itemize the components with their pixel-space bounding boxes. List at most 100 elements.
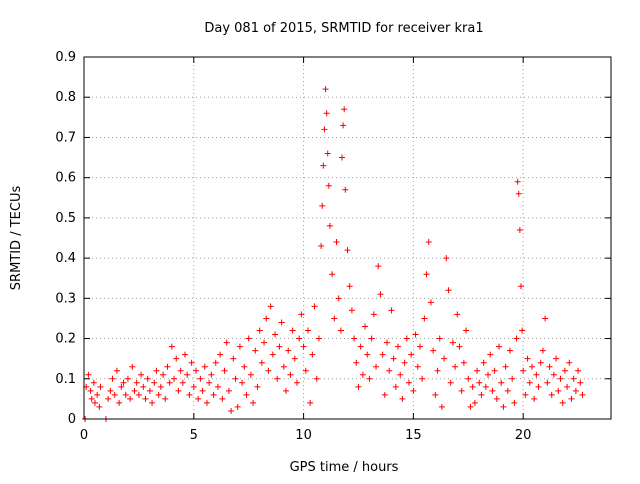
data-point xyxy=(96,403,103,410)
data-point xyxy=(436,335,443,342)
data-point xyxy=(214,383,221,390)
data-point xyxy=(144,375,151,382)
data-point xyxy=(234,403,241,410)
data-point xyxy=(493,395,500,402)
data-point xyxy=(485,371,492,378)
data-point xyxy=(321,126,328,133)
data-point xyxy=(85,371,92,378)
data-point xyxy=(405,379,412,386)
data-point xyxy=(289,327,296,334)
data-point xyxy=(572,387,579,394)
data-point xyxy=(276,343,283,350)
data-point xyxy=(550,371,557,378)
data-point xyxy=(478,391,485,398)
data-point xyxy=(480,359,487,366)
data-point xyxy=(421,315,428,322)
data-point xyxy=(331,315,338,322)
data-point xyxy=(445,287,452,294)
data-point xyxy=(283,387,290,394)
data-point xyxy=(463,327,470,334)
data-point xyxy=(177,367,184,374)
data-point xyxy=(557,375,564,382)
data-point xyxy=(157,383,164,390)
data-point xyxy=(199,387,206,394)
data-point xyxy=(258,359,265,366)
data-point xyxy=(414,363,421,370)
data-point xyxy=(245,335,252,342)
data-point xyxy=(513,335,520,342)
data-point xyxy=(561,367,568,374)
data-point xyxy=(120,379,127,386)
data-point xyxy=(533,371,540,378)
data-point xyxy=(522,391,529,398)
data-point xyxy=(280,363,287,370)
data-point xyxy=(88,395,95,402)
data-point xyxy=(236,343,243,350)
data-point xyxy=(300,343,307,350)
data-point xyxy=(570,375,577,382)
data-point xyxy=(559,399,566,406)
data-point xyxy=(362,323,369,330)
data-point xyxy=(113,367,120,374)
data-point xyxy=(309,351,316,358)
data-point xyxy=(320,162,327,169)
data-point xyxy=(432,391,439,398)
data-point xyxy=(341,106,348,113)
data-point xyxy=(509,375,516,382)
data-point xyxy=(97,383,104,390)
data-point xyxy=(116,399,123,406)
data-point xyxy=(379,351,386,358)
x-tick-label: 5 xyxy=(190,428,198,443)
data-point xyxy=(353,359,360,366)
data-point xyxy=(357,343,364,350)
data-point xyxy=(175,387,182,394)
data-point xyxy=(168,343,175,350)
data-point xyxy=(192,367,199,374)
data-point xyxy=(458,387,465,394)
data-point xyxy=(515,190,522,197)
data-point xyxy=(230,355,237,362)
data-point xyxy=(197,375,204,382)
data-point xyxy=(348,307,355,314)
data-point xyxy=(278,319,285,326)
data-point xyxy=(186,391,193,398)
y-tick-label: 0.4 xyxy=(55,251,76,266)
data-point xyxy=(274,375,281,382)
data-point xyxy=(208,371,215,378)
data-point xyxy=(482,383,489,390)
x-tick-label: 15 xyxy=(405,428,422,443)
data-point xyxy=(373,363,380,370)
data-point xyxy=(441,355,448,362)
data-point xyxy=(370,311,377,318)
data-point xyxy=(403,335,410,342)
data-point xyxy=(474,367,481,374)
plot-frame xyxy=(83,56,612,420)
data-point xyxy=(427,299,434,306)
data-point xyxy=(502,363,509,370)
data-point xyxy=(449,339,456,346)
data-point xyxy=(206,379,213,386)
data-point xyxy=(302,367,309,374)
data-point xyxy=(430,347,437,354)
data-point xyxy=(412,331,419,338)
data-point xyxy=(531,395,538,402)
data-point xyxy=(368,335,375,342)
data-point xyxy=(324,150,331,157)
data-point xyxy=(285,347,292,354)
data-point xyxy=(263,315,270,322)
data-point xyxy=(375,263,382,270)
data-point xyxy=(217,351,224,358)
data-point xyxy=(555,387,562,394)
data-point xyxy=(247,371,254,378)
data-point xyxy=(201,363,208,370)
data-point xyxy=(91,399,98,406)
y-tick-label: 0.6 xyxy=(55,171,76,186)
data-point xyxy=(342,186,349,193)
data-point xyxy=(535,383,542,390)
data-point xyxy=(526,379,533,386)
data-point xyxy=(304,327,311,334)
y-axis-label: SRMTID / TECUs xyxy=(9,186,24,291)
data-point xyxy=(329,271,336,278)
data-point xyxy=(311,303,318,310)
data-point xyxy=(438,403,445,410)
